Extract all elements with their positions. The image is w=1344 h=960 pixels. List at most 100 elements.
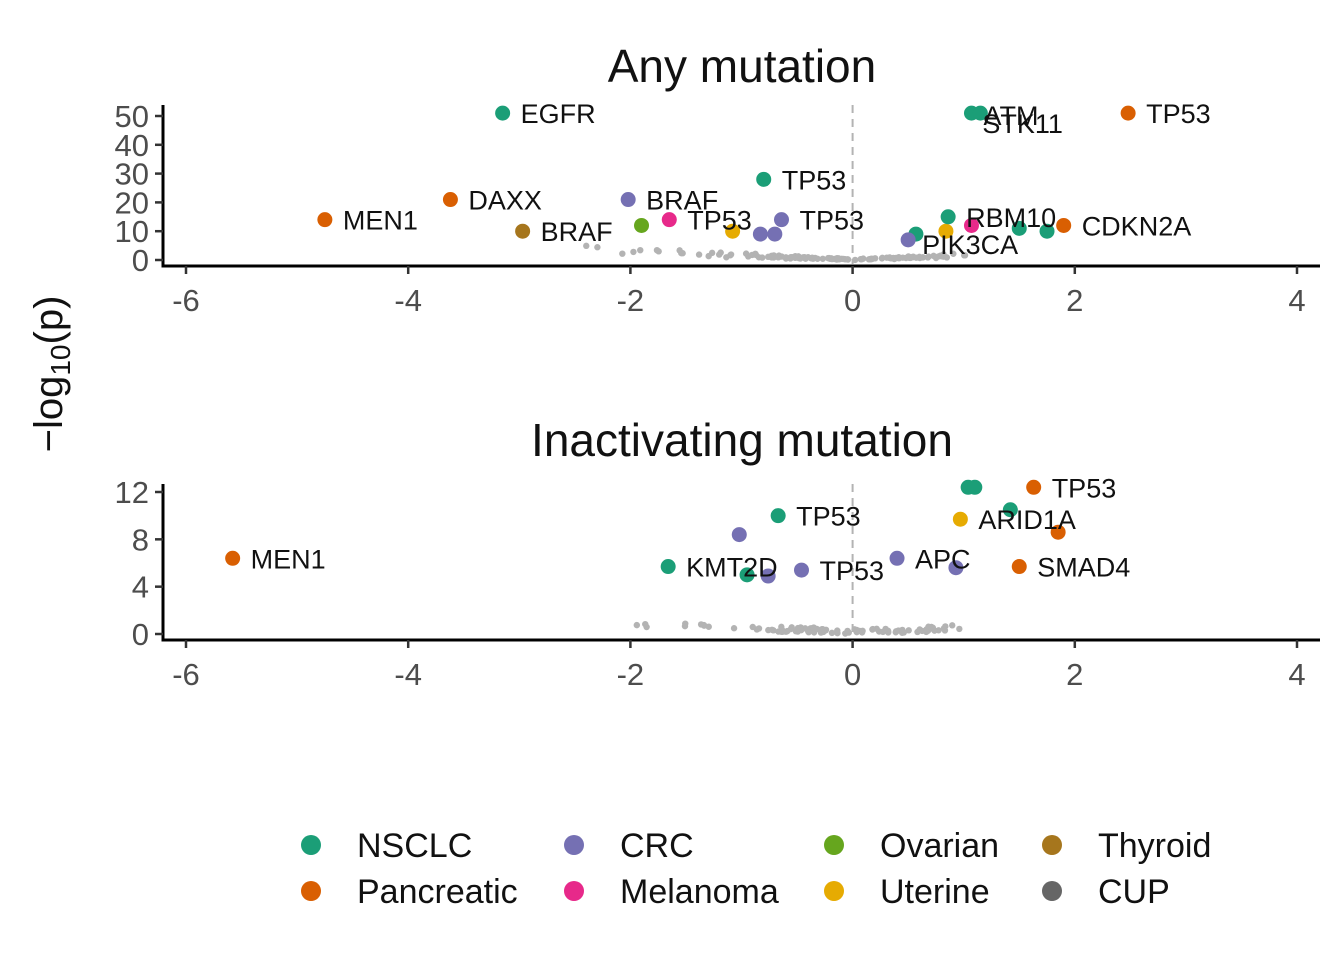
gene-label: APC [915, 544, 971, 574]
background-point [925, 253, 932, 260]
data-point [760, 568, 776, 584]
gene-label: BRAF [541, 217, 613, 247]
background-point [630, 248, 637, 256]
legend-swatch [564, 881, 584, 901]
data-point [495, 105, 511, 121]
data-point [938, 223, 954, 239]
data-point [1039, 223, 1055, 239]
data-point [731, 527, 747, 543]
gene-label: ATM [983, 101, 1038, 131]
gene-label: ARID1A [978, 505, 1076, 535]
background-point [742, 250, 750, 257]
data-point [889, 550, 905, 566]
background-point [805, 629, 812, 636]
background-point [653, 246, 661, 254]
panel-title: Any mutation [608, 40, 876, 92]
legend-swatch [564, 835, 584, 855]
gene-label: MEN1 [343, 206, 418, 236]
data-point [952, 511, 968, 527]
gene-label: TP53 [1146, 99, 1211, 129]
y-axis-label: −log10(p) [27, 296, 76, 453]
background-point [882, 625, 889, 633]
y-axis-label-subscript: 10 [45, 344, 76, 375]
background-point [886, 254, 894, 262]
legend-label: Thyroid [1098, 827, 1211, 865]
data-point [1050, 524, 1066, 540]
data-point [793, 562, 809, 578]
legend-item-crc: CRC [564, 827, 694, 865]
background-point [851, 256, 859, 264]
legend-label: Pancreatic [357, 873, 518, 911]
y-tick-label: 40 [115, 128, 149, 163]
background-point [941, 627, 949, 634]
x-tick-label: 2 [1066, 283, 1083, 318]
background-point [782, 254, 790, 261]
gene-label: KMT2D [686, 553, 778, 583]
background-point [642, 620, 649, 628]
legend: NSCLC Pancreatic CRC Melanoma Ovarian Uterine… [301, 827, 1211, 911]
legend-label: Uterine [880, 873, 990, 911]
background-point [787, 253, 795, 261]
legend-label: CRC [620, 827, 694, 865]
legend-swatch [301, 835, 321, 855]
data-point [739, 567, 755, 583]
gene-label: CDKN2A [1082, 211, 1192, 241]
data-point [634, 217, 650, 233]
y-tick-label: 4 [132, 570, 149, 605]
x-tick-label: 0 [844, 657, 861, 692]
y-tick-label: 30 [115, 157, 149, 192]
data-point [1011, 559, 1027, 575]
background-point [795, 253, 802, 261]
background-point [844, 627, 851, 635]
data-point [900, 232, 916, 248]
background-point [905, 627, 912, 634]
background-point [835, 255, 842, 263]
gene-label: MEN1 [251, 544, 326, 574]
x-tick-label: -2 [617, 657, 645, 692]
data-point [225, 550, 241, 566]
gene-label: EGFR [521, 99, 596, 129]
y-axis-label-suffix: (p) [27, 296, 71, 345]
background-point [619, 250, 626, 257]
legend-label: Melanoma [620, 873, 779, 911]
gene-label: TP53 [796, 502, 861, 532]
background-point [697, 621, 705, 628]
background-point [583, 242, 590, 250]
background-point [900, 629, 908, 636]
legend-label: CUP [1098, 873, 1170, 911]
legend-label: NSCLC [357, 827, 472, 865]
data-point [770, 508, 786, 524]
x-tick-label: 4 [1288, 283, 1305, 318]
background-point [834, 627, 841, 634]
y-axis-label-prefix: −log [27, 376, 71, 453]
legend-swatch [1042, 835, 1062, 855]
data-point [1120, 105, 1136, 121]
data-point [752, 226, 768, 242]
background-point [906, 253, 914, 261]
legend-item-uterine: Uterine [824, 873, 990, 911]
legend-item-cup: CUP [1042, 873, 1170, 911]
background-point [759, 254, 766, 261]
legend-item-melanoma: Melanoma [564, 873, 779, 911]
data-point [773, 212, 789, 228]
background-point [727, 251, 735, 258]
background-point [923, 628, 930, 636]
data-point [967, 479, 983, 495]
panel-title: Inactivating mutation [531, 414, 953, 466]
gene-label: TP53 [1052, 473, 1117, 503]
legend-swatch [1042, 881, 1062, 901]
data-point [661, 212, 677, 228]
data-point [963, 217, 979, 233]
gene-label: TP53 [799, 206, 864, 236]
data-point [725, 223, 741, 239]
background-point [949, 622, 956, 629]
y-tick-label: 10 [115, 214, 149, 249]
legend-label: Ovarian [880, 827, 999, 865]
legend-swatch [301, 881, 321, 901]
background-point [637, 246, 644, 254]
background-point [853, 628, 860, 636]
gene-label: TP53 [782, 165, 847, 195]
gene-label: TP53 [819, 556, 884, 586]
